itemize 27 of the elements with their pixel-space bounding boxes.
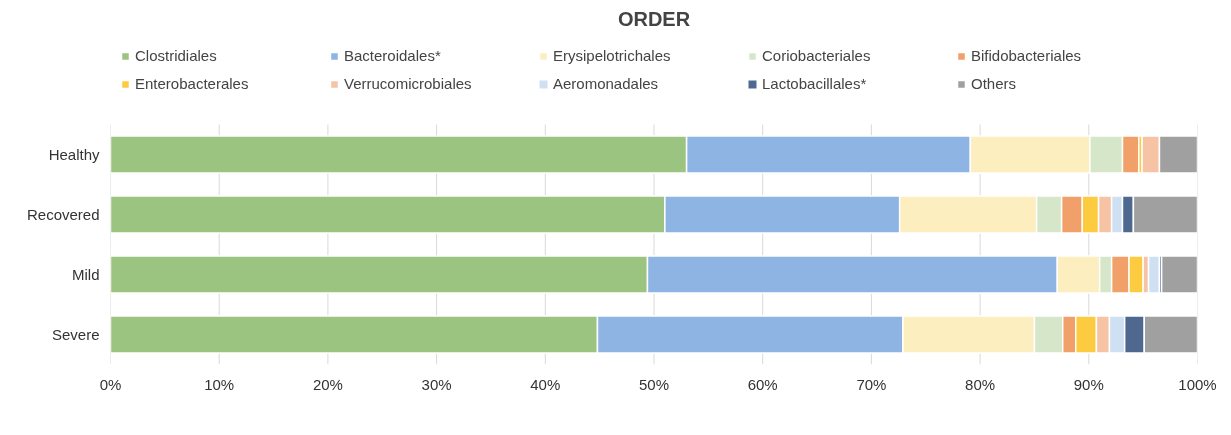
legend-label: Bifidobacteriales <box>971 47 1083 64</box>
y-tick-label: Severe <box>51 326 100 343</box>
x-tick-label: 70% <box>856 375 887 393</box>
y-tick-label: Healthy <box>48 146 100 163</box>
legend-label: Enterobacterales <box>135 75 250 92</box>
y-tick-label: Recovered <box>26 206 100 223</box>
bar <box>1160 255 1198 294</box>
legend-label: Aeromonadales <box>553 75 660 92</box>
legend-label: Lactobacillales* <box>762 75 868 92</box>
legend-label: Bacteroidales* <box>344 47 442 64</box>
chart-title: ORDER <box>617 7 691 30</box>
x-tick-label: 10% <box>204 375 235 393</box>
x-tick-label: 50% <box>638 375 670 393</box>
y-tick-label: Mild <box>72 266 100 283</box>
x-tick-label: 40% <box>530 375 561 393</box>
legend-label: Erysipelotrichales <box>553 47 672 64</box>
legend-label: Others <box>971 75 1017 92</box>
x-tick-label: 60% <box>747 375 778 393</box>
x-tick-label: 80% <box>965 375 996 393</box>
x-tick-label: 30% <box>421 375 452 393</box>
legend-label: Coriobacteriales <box>762 47 872 64</box>
x-tick-label: 90% <box>1073 375 1104 393</box>
legend-label: Clostridiales <box>135 47 218 64</box>
x-tick-label: 100% <box>1178 375 1217 393</box>
legend-label: Verrucomicrobiales <box>344 75 473 92</box>
x-tick-label: 0% <box>99 375 122 393</box>
x-tick-label: 20% <box>312 375 343 393</box>
